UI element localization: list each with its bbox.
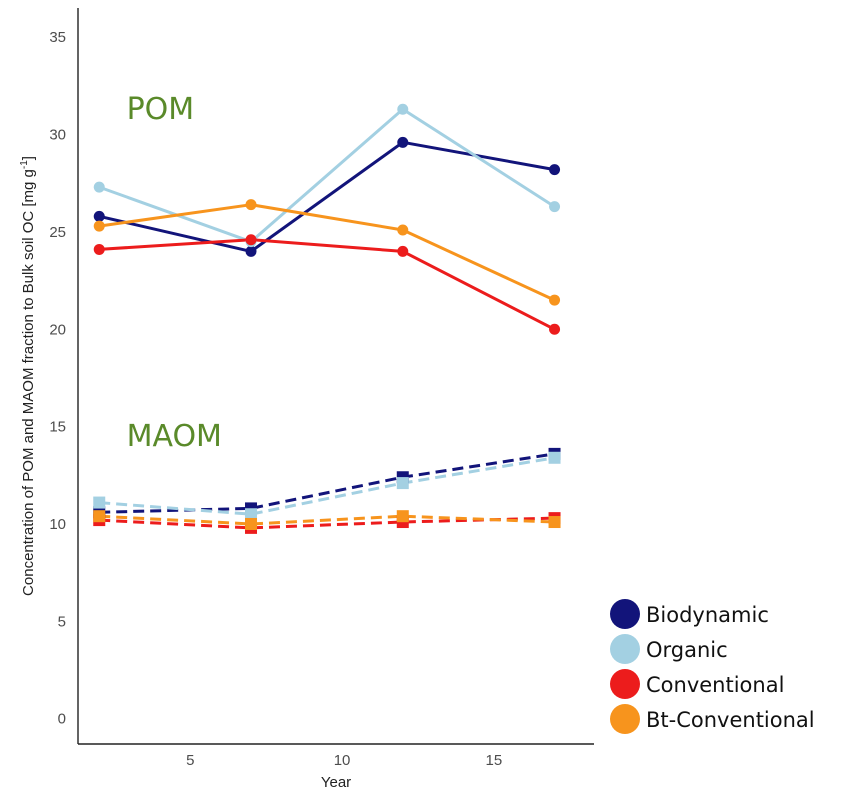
y-tick-label: 35 [49,29,66,46]
pom-point-bt-conventional [397,224,409,236]
y-tick-label: 30 [49,127,66,144]
pom-point-biodynamic [245,245,257,257]
maom-point-organic [93,496,106,509]
x-ticks: 5 10 15 [186,752,502,769]
x-tick-label: 15 [485,752,502,769]
x-tick-label: 10 [334,752,351,769]
maom-point-bt-conventional [245,517,258,530]
pom-line-biodynamic [98,140,555,253]
x-axis-title: Year [321,774,351,791]
pom-point-bt-conventional [93,220,105,232]
legend-label-biodynamic: Biodynamic [646,603,769,627]
y-axis-title: Concentration of POM and MAOM fraction t… [19,156,37,596]
pom-point-conventional [93,243,105,255]
y-tick-label: 10 [49,516,66,533]
y-axis-title-main: Concentration of POM and MAOM fraction t… [20,169,37,596]
pom-point-conventional [245,234,257,246]
legend-swatch-bt-conventional [610,704,640,734]
pom-line-bt-conventional [98,203,556,302]
series-lines [98,107,556,530]
pom-point-bt-conventional [245,199,257,211]
pom-point-conventional [397,245,409,257]
series-points [93,103,561,534]
maom-point-bt-conventional [548,516,561,529]
pom-line-conventional [99,238,556,331]
axes [77,8,594,745]
pom-point-conventional [549,323,561,335]
y-tick-label: 5 [58,613,66,630]
y-tick-label: 25 [49,224,66,241]
x-tick-label: 5 [186,752,194,769]
legend-swatch-organic [610,634,640,664]
pom-point-organic [549,201,561,213]
pom-point-biodynamic [397,136,409,148]
y-tick-label: 0 [58,711,66,728]
y-axis-title-end: ] [20,156,37,160]
y-axis-title-sup: -1 [19,160,30,169]
maom-point-organic [396,477,409,490]
legend-label-bt-conventional: Bt-Conventional [646,708,815,732]
legend: Biodynamic Organic Conventional Bt-Conventi… [610,599,815,734]
maom-point-organic [548,451,561,464]
pom-point-biodynamic [93,210,105,222]
maom-line-organic [99,456,555,516]
maom-point-organic [245,508,258,521]
pom-line-organic [98,107,556,244]
y-ticks: 0 5 10 15 20 25 30 35 [49,29,66,727]
pom-point-organic [93,181,105,193]
group-labels: POM MAOM [127,92,222,454]
pom-point-bt-conventional [549,294,561,306]
maom-point-bt-conventional [93,510,106,523]
legend-label-conventional: Conventional [646,673,784,697]
maom-line-bt-conventional [99,514,555,526]
y-tick-label: 20 [49,321,66,338]
maom-line-biodynamic [99,452,555,514]
pom-point-biodynamic [549,164,561,176]
group-label-maom: MAOM [127,419,222,454]
legend-swatch-conventional [610,669,640,699]
legend-swatch-biodynamic [610,599,640,629]
group-label-pom: POM [127,92,195,127]
maom-point-bt-conventional [396,510,409,523]
pom-point-organic [397,103,409,115]
legend-label-organic: Organic [646,638,728,662]
y-tick-label: 15 [49,419,66,436]
